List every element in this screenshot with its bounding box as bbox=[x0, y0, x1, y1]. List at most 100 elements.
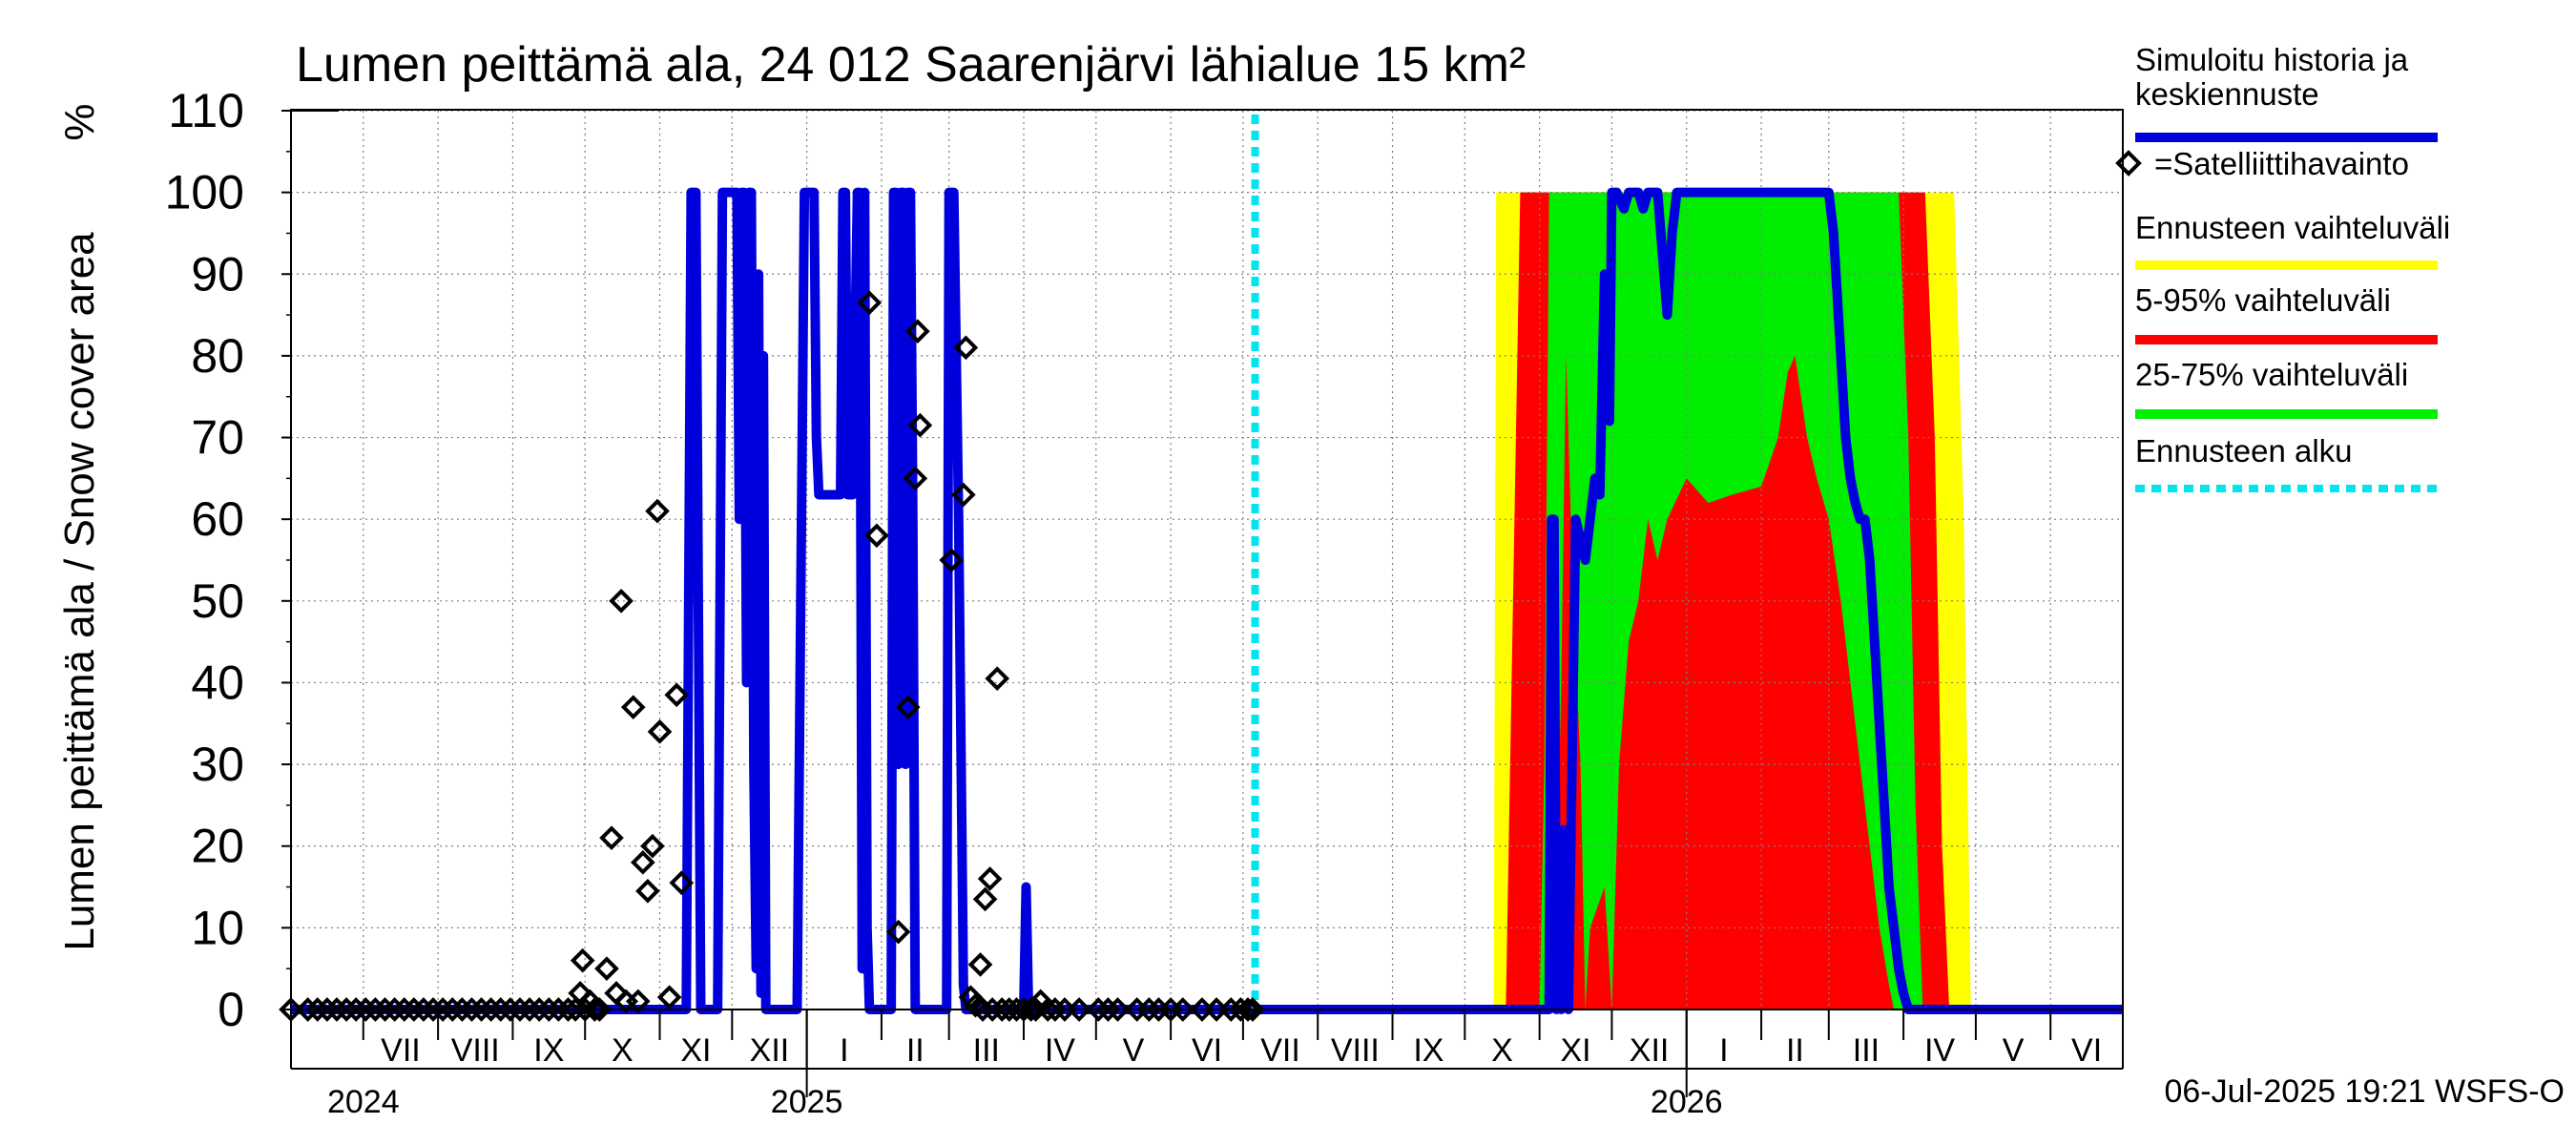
observation-point bbox=[905, 319, 930, 344]
y-axis-label-text: Lumen peittämä ala / Snow cover area bbox=[56, 232, 103, 951]
observation-point bbox=[304, 997, 330, 1022]
observation-point bbox=[570, 947, 595, 973]
x-month-label: VIII bbox=[451, 1032, 500, 1069]
observation-point bbox=[631, 850, 655, 875]
y-tick-label: 70 bbox=[191, 411, 244, 465]
observation-point bbox=[625, 989, 651, 1014]
observation-point bbox=[857, 290, 883, 316]
x-month-label: XI bbox=[680, 1032, 711, 1069]
observation-point bbox=[498, 997, 523, 1022]
observation-point bbox=[527, 997, 552, 1022]
y-tick-label: 10 bbox=[191, 901, 244, 954]
observation-point bbox=[953, 335, 979, 361]
x-month-label: V bbox=[2003, 1032, 2025, 1069]
series-layer bbox=[291, 111, 2123, 1010]
observation-point bbox=[563, 997, 588, 1022]
observation-point bbox=[609, 588, 634, 614]
observation-point bbox=[939, 548, 965, 572]
legend-label: keskiennuste bbox=[2135, 76, 2319, 112]
observation-point bbox=[421, 997, 446, 1022]
observation-point bbox=[1043, 997, 1068, 1022]
x-month-label: XII bbox=[1630, 1032, 1670, 1069]
observation-point bbox=[972, 886, 998, 912]
x-month-label: VIII bbox=[1331, 1032, 1380, 1069]
y-tick-label: 90 bbox=[191, 247, 244, 301]
y-tick-label: 110 bbox=[168, 84, 244, 137]
observation-point bbox=[1236, 997, 1260, 1022]
chart-title: Lumen peittämä ala, 24 012 Saarenjärvi l… bbox=[296, 37, 1526, 93]
observation-point bbox=[372, 997, 398, 1022]
observation-layer bbox=[279, 290, 1265, 1022]
x-month-label: III bbox=[1853, 1032, 1880, 1069]
observation-point bbox=[664, 682, 690, 708]
x-month-label: IV bbox=[1924, 1032, 1955, 1069]
observation-point bbox=[546, 997, 571, 1022]
x-month-label: IX bbox=[1413, 1032, 1444, 1069]
observation-point bbox=[977, 866, 1003, 891]
observation-point bbox=[985, 666, 1010, 692]
sim-layer bbox=[291, 187, 2123, 1014]
observation-point bbox=[864, 523, 889, 549]
y-tick-label: 30 bbox=[191, 738, 244, 791]
y-axis-unit: % bbox=[56, 103, 103, 140]
x-month-label: II bbox=[1786, 1032, 1804, 1069]
observation-point bbox=[582, 997, 608, 1022]
x-month-label: VI bbox=[1192, 1032, 1222, 1069]
observation-point bbox=[411, 997, 436, 1022]
y-tick-label: 100 bbox=[165, 166, 244, 219]
observation-point bbox=[555, 997, 581, 1022]
observation-point bbox=[430, 997, 455, 1022]
observation-point bbox=[478, 997, 504, 1022]
y-axis-label: Lumen peittämä ala / Snow cover area % bbox=[56, 103, 103, 950]
observation-point bbox=[1067, 997, 1091, 1022]
observation-point bbox=[635, 878, 660, 904]
y-tick-label: 20 bbox=[191, 820, 244, 873]
y-tick-label: 80 bbox=[191, 329, 244, 383]
observation-point bbox=[951, 482, 976, 508]
observation-point bbox=[488, 997, 513, 1022]
x-year-label: 2024 bbox=[327, 1084, 400, 1120]
y-tick-label: 60 bbox=[191, 492, 244, 546]
x-month-label: VII bbox=[1260, 1032, 1300, 1069]
observation-point bbox=[1095, 997, 1121, 1022]
observation-point bbox=[1105, 997, 1131, 1022]
observation-point bbox=[334, 997, 359, 1022]
legend-label: Ennusteen vaihteluväli bbox=[2135, 210, 2450, 245]
observation-point bbox=[1035, 997, 1061, 1022]
observation-point bbox=[536, 997, 562, 1022]
observation-point bbox=[324, 997, 349, 1022]
x-month-label: IV bbox=[1045, 1032, 1075, 1069]
legend-label: 5-95% vaihteluväli bbox=[2135, 282, 2391, 318]
x-month-label: VI bbox=[2071, 1032, 2102, 1069]
x-month-label: XII bbox=[750, 1032, 790, 1069]
observation-point bbox=[640, 833, 665, 859]
observation-point bbox=[295, 997, 321, 1022]
x-month-label: III bbox=[973, 1032, 1000, 1069]
observation-point bbox=[895, 695, 921, 719]
y-tick-label: 50 bbox=[191, 574, 244, 628]
observation-point bbox=[647, 719, 673, 744]
x-month-label: X bbox=[612, 1032, 634, 1069]
x-month-label: X bbox=[1491, 1032, 1513, 1069]
legend-label: 25-75% vaihteluväli bbox=[2135, 357, 2408, 392]
observation-point bbox=[1170, 997, 1195, 1022]
observation-point bbox=[587, 997, 613, 1022]
x-month-label: I bbox=[1719, 1032, 1728, 1069]
observation-point bbox=[1136, 997, 1162, 1022]
x-month-label: V bbox=[1123, 1032, 1145, 1069]
observation-point bbox=[343, 997, 369, 1022]
observation-point bbox=[1240, 997, 1265, 1022]
observation-point bbox=[391, 997, 417, 1022]
observation-point bbox=[645, 498, 670, 524]
observation-point bbox=[363, 997, 388, 1022]
observation-point bbox=[980, 997, 1005, 1022]
footer-timestamp: 06-Jul-2025 19:21 WSFS-O bbox=[2164, 1073, 2565, 1110]
observation-point bbox=[517, 997, 542, 1022]
legend-swatch-diamond bbox=[2115, 150, 2142, 177]
band-p25_75 bbox=[1539, 192, 1923, 1010]
observation-point bbox=[468, 997, 494, 1022]
observation-point bbox=[599, 825, 624, 850]
observation-point bbox=[958, 985, 984, 1010]
